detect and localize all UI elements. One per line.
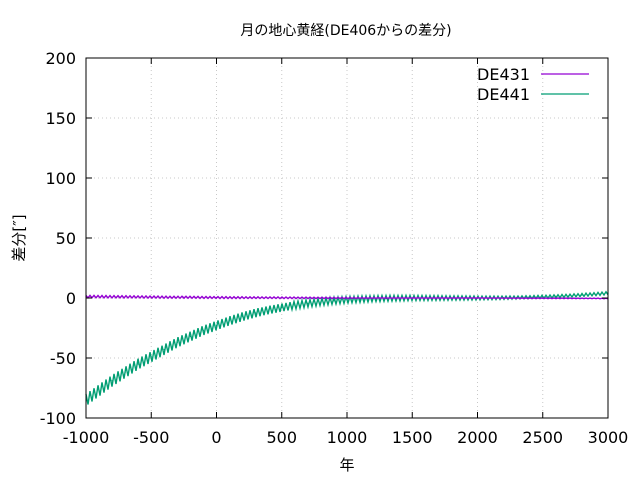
data-point (150, 356, 152, 358)
x-tick-label: 1000 (327, 428, 368, 447)
x-tick-label: 1500 (392, 428, 433, 447)
series-de441 (85, 290, 609, 405)
data-point (118, 296, 120, 298)
y-axis: -100 -50 0 50 100 150 200 (40, 49, 608, 428)
data-point (346, 299, 348, 301)
data-point (124, 371, 126, 373)
data-point (137, 363, 139, 365)
data-point (346, 297, 348, 299)
data-point (242, 316, 244, 318)
data-point (202, 329, 205, 331)
data-point (444, 297, 446, 299)
y-tick-label: 100 (45, 169, 76, 188)
data-point (555, 295, 557, 297)
data-point (215, 325, 218, 327)
y-tick-label: 50 (56, 229, 76, 248)
x-tick-label: -500 (133, 428, 169, 447)
data-point (542, 297, 544, 299)
data-point (150, 296, 152, 298)
data-point (268, 309, 270, 311)
data-point (411, 297, 413, 299)
y-tick-label: 200 (45, 49, 76, 68)
data-point (281, 307, 283, 309)
data-point (379, 297, 381, 299)
data-point (333, 300, 335, 302)
series-group (85, 290, 609, 405)
x-axis: -1000 -500 0 500 1000 1500 2000 2500 3000 (63, 58, 629, 447)
data-point (594, 293, 596, 295)
data-point (320, 301, 322, 303)
data-point (574, 297, 576, 299)
data-point (248, 297, 250, 299)
x-tick-label: 2500 (522, 428, 563, 447)
data-point (294, 304, 296, 306)
data-point (581, 294, 583, 296)
data-point (98, 389, 100, 391)
data-point (189, 335, 191, 337)
y-axis-label: 差分[″] (10, 214, 28, 261)
y-tick-label: 0 (66, 289, 76, 308)
data-point (542, 296, 544, 298)
data-point (176, 341, 178, 343)
y-tick-label: -100 (40, 409, 76, 428)
x-axis-label: 年 (339, 456, 354, 474)
data-point (307, 302, 309, 304)
data-point (111, 380, 113, 382)
data-point (313, 297, 315, 299)
x-tick-label: 2000 (457, 428, 498, 447)
x-tick-label: -1000 (63, 428, 110, 447)
x-tick-label: 0 (211, 428, 221, 447)
series-line (85, 290, 609, 405)
data-point (568, 295, 570, 297)
data-point (183, 296, 185, 298)
data-point (255, 312, 257, 314)
data-point (163, 349, 165, 351)
y-tick-label: 150 (45, 109, 76, 128)
grid (86, 58, 608, 418)
legend-label: DE441 (477, 85, 530, 104)
data-point (228, 320, 231, 322)
x-tick-label: 3000 (588, 428, 629, 447)
x-tick-label: 500 (266, 428, 297, 447)
chart-title: 月の地心黄経(DE406からの差分) (240, 22, 451, 39)
y-tick-label: -50 (50, 349, 76, 368)
data-point (215, 296, 218, 299)
data-point (281, 297, 283, 299)
data-point (509, 297, 511, 299)
data-point (476, 297, 479, 299)
legend-label: DE431 (477, 65, 530, 84)
